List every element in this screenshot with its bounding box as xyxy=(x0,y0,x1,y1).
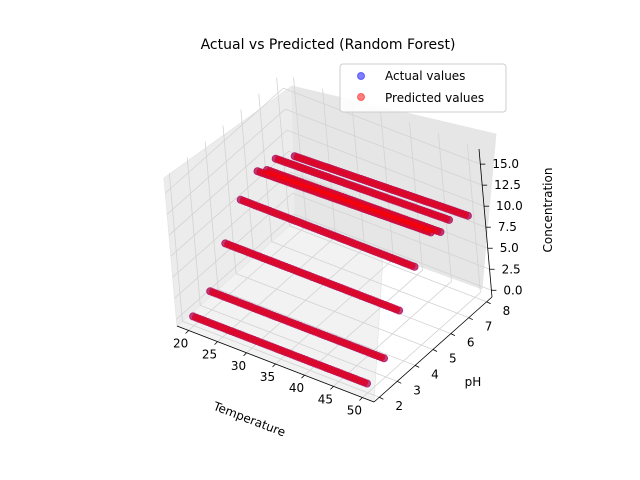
x-tick xyxy=(185,330,189,334)
grid-line-z xyxy=(292,192,490,270)
grid-line-z xyxy=(172,171,291,278)
x-tick xyxy=(214,341,218,345)
predicted-point xyxy=(463,211,472,220)
y-tick xyxy=(432,349,438,352)
y-tick xyxy=(379,396,384,400)
grid-line-y xyxy=(200,304,398,382)
grid-line-z xyxy=(294,213,492,291)
x-tick-label: 50 xyxy=(347,404,362,418)
grid-line-y xyxy=(240,109,255,258)
y-axis-label: pH xyxy=(465,375,482,389)
x-axis-label: Temperature xyxy=(211,399,288,440)
grid-line-y xyxy=(289,225,487,303)
y-tick-label: 7 xyxy=(485,320,493,334)
grid-line-y xyxy=(271,241,469,319)
y-tick-label: 4 xyxy=(431,367,439,381)
grid-line-y xyxy=(276,77,291,226)
z-axis-line xyxy=(478,148,493,298)
y-tick xyxy=(414,365,420,368)
grid-line-z xyxy=(285,108,483,186)
predicted-point xyxy=(410,262,419,271)
y-tick-label: 5 xyxy=(449,352,457,366)
grid-line-z xyxy=(176,213,295,320)
legend: Actual values Predicted values xyxy=(339,63,507,113)
z-tick-label: 2.5 xyxy=(502,262,521,276)
x-tick-label: 30 xyxy=(231,359,246,373)
x-tick xyxy=(272,363,276,368)
predicted-point xyxy=(436,227,445,236)
predicted-point xyxy=(362,379,371,388)
x-tick xyxy=(243,352,247,357)
z-tick-label: 12.5 xyxy=(494,178,521,192)
grid-line-z xyxy=(286,129,485,207)
y-tick-label: 3 xyxy=(413,383,421,397)
grid-line-x xyxy=(293,77,307,226)
grid-line-z xyxy=(166,108,286,215)
x-tick-label: 35 xyxy=(260,370,275,384)
legend-label-actual: Actual values xyxy=(385,69,465,83)
grid-line-x xyxy=(351,99,365,248)
y-tick-label: 6 xyxy=(467,336,475,350)
z-tick-label: 15.0 xyxy=(492,157,519,171)
z-tick-label: 10.0 xyxy=(496,199,523,213)
legend-box xyxy=(339,63,507,113)
x-tick-label: 20 xyxy=(173,336,188,350)
legend-marker-predicted xyxy=(357,93,365,101)
grid-line-x xyxy=(322,88,336,237)
x-tick xyxy=(330,386,334,390)
x-tick xyxy=(301,374,305,379)
y-tick-label: 2 xyxy=(395,399,403,413)
grid-line-y xyxy=(204,141,219,290)
y-tick xyxy=(450,333,456,336)
legend-marker-actual xyxy=(357,72,365,80)
y-tick xyxy=(397,380,402,384)
z-tick-label: 5.0 xyxy=(500,241,519,255)
y-tick xyxy=(486,301,491,305)
z-tick-label: 7.5 xyxy=(498,220,517,234)
z-tick-label: 0.0 xyxy=(503,283,522,297)
z-axis-label: Concentration xyxy=(541,168,555,253)
grid-line-z xyxy=(168,129,288,236)
x-tick xyxy=(359,397,363,401)
grid-line-y xyxy=(217,289,416,366)
chart-title: Actual vs Predicted (Random Forest) xyxy=(201,37,456,53)
x-tick-label: 40 xyxy=(289,381,304,395)
y-tick-label: 8 xyxy=(503,304,511,318)
grid-line-x xyxy=(467,144,481,293)
x-tick-label: 25 xyxy=(202,348,217,362)
predicted-point xyxy=(379,354,388,363)
grid-line-y xyxy=(186,157,201,306)
legend-label-predicted: Predicted values xyxy=(385,91,484,105)
grid-line-y xyxy=(235,273,434,350)
y-tick xyxy=(468,317,473,321)
grid-line-y xyxy=(182,320,380,398)
x-tick-label: 45 xyxy=(318,392,333,406)
grid-line-z xyxy=(283,87,481,165)
predicted-point xyxy=(395,306,404,315)
grid-line-z xyxy=(165,87,284,194)
predicted-point xyxy=(444,215,453,224)
data-points xyxy=(189,152,472,388)
grid-line-y xyxy=(168,173,183,322)
